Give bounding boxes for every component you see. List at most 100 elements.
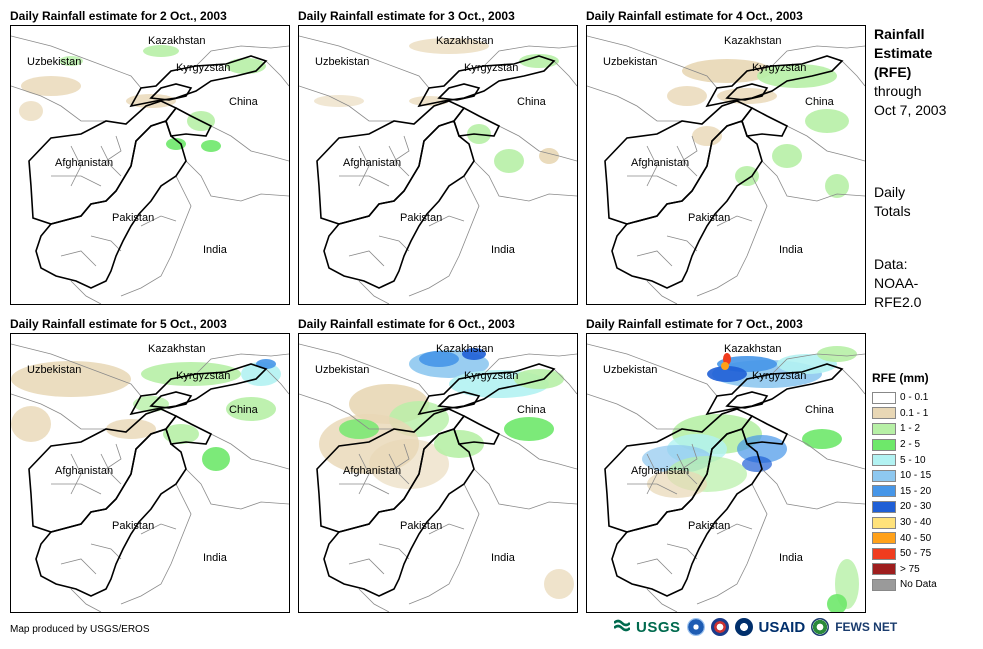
- title-line: Estimate: [874, 45, 933, 61]
- credit-text: Map produced by USGS/EROS: [10, 624, 150, 635]
- map-label-afghanistan: Afghanistan: [631, 465, 690, 477]
- admin-boundary: [408, 483, 480, 605]
- rainfall-area: [825, 174, 849, 198]
- legend-item: 0.1 - 1: [872, 406, 937, 422]
- admin-boundary: [388, 453, 410, 485]
- rainfall-area: [519, 54, 559, 68]
- map-label-pakistan: Pakistan: [688, 520, 731, 532]
- legend-swatch: [872, 391, 896, 404]
- admin-boundary: [681, 443, 698, 470]
- admin-boundary: [299, 343, 430, 397]
- admin-boundary: [587, 85, 682, 122]
- rainfall-area: [369, 439, 449, 489]
- admin-boundary: [140, 523, 177, 535]
- map-canvas: [11, 35, 289, 304]
- rainfall-area: [339, 419, 379, 439]
- rainfall-area: [19, 101, 43, 121]
- country-boundary: [35, 119, 187, 289]
- rainfall-area: [166, 138, 186, 150]
- admin-boundary: [666, 543, 698, 560]
- rainfall-area: [504, 417, 554, 441]
- admin-boundary: [60, 558, 97, 575]
- data-source-note: Data: NOAA- RFE2.0: [874, 255, 921, 312]
- map-label-kazakhstan: Kazakhstan: [148, 35, 206, 47]
- country-boundary: [437, 391, 481, 409]
- rainfall-area: [419, 351, 459, 367]
- map-label-india: India: [779, 244, 803, 256]
- map-label-uzbekistan: Uzbekistan: [315, 364, 370, 376]
- admin-boundary: [105, 443, 122, 470]
- legend-item: 40 - 50: [872, 530, 937, 546]
- admin-boundary: [841, 60, 865, 87]
- admin-boundary: [428, 215, 465, 227]
- admin-boundary: [681, 135, 698, 162]
- admin-boundary: [105, 135, 122, 162]
- fews-globe-icon: [811, 618, 830, 636]
- legend-item: 0 - 0.1: [872, 390, 937, 406]
- legend-item: 50 - 75: [872, 546, 937, 562]
- map-label-kazakhstan: Kazakhstan: [436, 343, 494, 355]
- rainfall-area: [742, 456, 772, 472]
- rainfall-area: [462, 348, 486, 360]
- admin-boundary: [195, 353, 289, 375]
- rainfall-area: [59, 56, 83, 66]
- admin-boundary: [210, 433, 289, 470]
- admin-boundary: [70, 588, 102, 612]
- legend-item: 1 - 2: [872, 421, 937, 437]
- legend-label: 50 - 75: [900, 548, 932, 560]
- rainfall-area: [707, 366, 747, 382]
- map-label-india: India: [491, 244, 515, 256]
- country-boundary: [437, 83, 481, 101]
- rainfall-area: [106, 419, 156, 439]
- admin-boundary: [70, 453, 82, 495]
- admin-boundary: [716, 215, 753, 227]
- map-label-china: China: [517, 96, 546, 108]
- admin-boundary: [646, 453, 658, 495]
- legend-item: 2 - 5: [872, 437, 937, 453]
- rainfall-area: [143, 45, 179, 57]
- rainfall-area: [409, 38, 489, 54]
- note-line: RFE2.0: [874, 294, 922, 310]
- country-boundary: [611, 427, 763, 597]
- rainfall-area: [647, 470, 707, 498]
- admin-boundary: [627, 483, 678, 495]
- rainfall-map: Kazakhstan Uzbekistan Kyrgyzstan China Afgha…: [298, 25, 578, 305]
- admin-boundary: [185, 160, 289, 202]
- note-line: NOAA-: [874, 275, 919, 291]
- rainfall-area: [805, 109, 849, 133]
- title-line: Oct 7, 2003: [874, 102, 947, 118]
- admin-boundary: [358, 280, 390, 304]
- map-label-india: India: [203, 244, 227, 256]
- usgs-logo-text: USGS: [636, 618, 681, 636]
- map-label-afghanistan: Afghanistan: [631, 157, 690, 169]
- rainfall-map: Kazakhstan Uzbekistan Kyrgyzstan China Afgha…: [298, 333, 578, 613]
- country-boundary: [35, 427, 187, 597]
- admin-boundary: [636, 558, 673, 575]
- panel-title: Daily Rainfall estimate for 6 Oct., 2003: [298, 317, 515, 331]
- legend-swatch: [872, 485, 896, 498]
- legend-title: RFE (mm): [872, 371, 929, 385]
- admin-boundary: [771, 45, 865, 67]
- rainfall-area: [163, 424, 199, 444]
- map-label-pakistan: Pakistan: [400, 520, 443, 532]
- legend-label: 30 - 40: [900, 517, 932, 529]
- rainfall-map: Kazakhstan Uzbekistan Kyrgyzstan China Afgha…: [10, 333, 290, 613]
- admin-boundary: [51, 483, 102, 495]
- admin-boundary: [587, 35, 718, 89]
- admin-boundary: [70, 280, 102, 304]
- admin-boundary: [587, 393, 682, 430]
- legend-swatch: [872, 578, 896, 591]
- admin-boundary: [348, 250, 385, 267]
- admin-boundary: [11, 35, 142, 89]
- admin-boundary: [676, 453, 698, 485]
- rainfall-area: [757, 64, 837, 88]
- country-boundary: [453, 414, 501, 445]
- admin-boundary: [696, 483, 768, 605]
- admin-boundary: [676, 145, 698, 177]
- admin-boundary: [761, 160, 865, 202]
- country-boundary: [611, 119, 763, 289]
- map-label-india: India: [203, 552, 227, 564]
- panel-title: Daily Rainfall estimate for 5 Oct., 2003: [10, 317, 227, 331]
- admin-boundary: [210, 125, 289, 162]
- map-label-pakistan: Pakistan: [112, 520, 155, 532]
